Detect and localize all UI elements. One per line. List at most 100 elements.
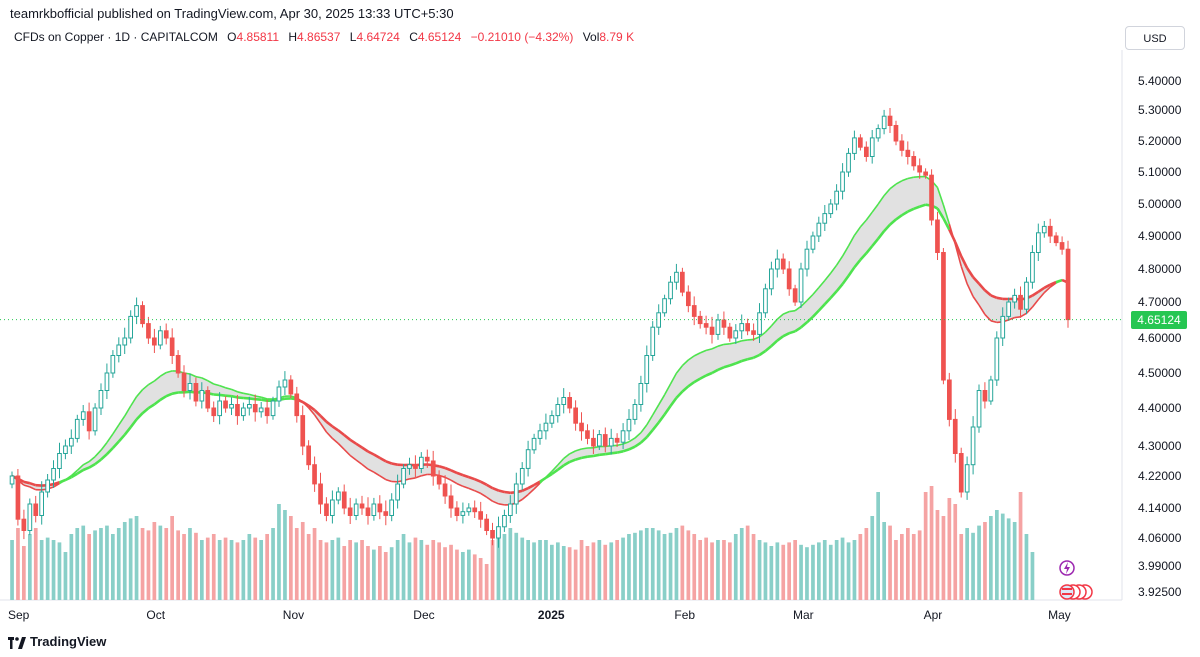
volume-bar xyxy=(33,528,38,600)
slow-ma-segment xyxy=(527,483,535,490)
volume-bar xyxy=(152,522,157,600)
volume-bar xyxy=(1024,534,1029,600)
volume-bar xyxy=(567,547,572,600)
fast-ma-segment xyxy=(112,424,120,435)
volume-bar xyxy=(283,510,287,600)
candle-body xyxy=(899,140,905,151)
slow-ma-segment xyxy=(249,397,256,401)
fast-ma-segment xyxy=(349,454,357,461)
volume-bar xyxy=(372,549,376,600)
currency-button[interactable]: USD xyxy=(1125,26,1185,50)
last-price-tag: 4.65124 xyxy=(1131,311,1187,329)
candle-body xyxy=(181,372,187,391)
slow-ma-segment xyxy=(492,486,499,492)
volume-bar xyxy=(229,540,234,600)
slow-ma-segment xyxy=(504,490,511,495)
candle-body xyxy=(828,203,834,215)
slow-ma-segment xyxy=(990,294,998,300)
volume-bar xyxy=(550,544,554,600)
volume-bar xyxy=(164,528,169,600)
slow-ma-segment xyxy=(954,241,963,257)
candle-body xyxy=(923,171,928,176)
volume-bar xyxy=(105,525,109,600)
slow-ma-segment xyxy=(794,326,802,333)
candle-body xyxy=(804,248,810,270)
time-axis[interactable]: Sep Oct Nov Dec 2025 Feb Mar Apr May xyxy=(8,608,1071,622)
candle-body xyxy=(585,430,590,439)
event-icons[interactable] xyxy=(1059,560,1093,600)
candle-body xyxy=(988,379,994,402)
volume-bar xyxy=(585,546,590,600)
price-axis[interactable]: 5.40000 5.30000 5.20000 5.10000 5.00000 4.900… xyxy=(1138,74,1182,599)
volume-bar xyxy=(122,522,127,600)
slow-ma-segment xyxy=(776,335,784,342)
candle-body xyxy=(864,146,869,157)
fast-ma-segment xyxy=(480,492,488,498)
slow-ma-segment xyxy=(770,339,779,347)
tradingview-brand[interactable]: TradingView xyxy=(8,634,106,649)
candle-body xyxy=(691,305,697,317)
fast-ma-segment xyxy=(972,296,980,306)
volume-bar xyxy=(348,540,352,600)
fast-ma-segment xyxy=(669,372,678,385)
volume-bar xyxy=(158,525,163,600)
fast-ma-segment xyxy=(711,345,719,350)
fast-ma-segment xyxy=(307,407,316,416)
volume-bar xyxy=(639,530,643,600)
volume-bar xyxy=(205,537,210,600)
fast-ma-segment xyxy=(978,304,986,315)
slow-ma-segment xyxy=(936,207,945,219)
volume-bar xyxy=(704,537,708,600)
slow-ma-segment xyxy=(817,303,826,312)
volume-bar xyxy=(478,558,483,600)
fast-ma-segment xyxy=(729,341,736,345)
candle-body xyxy=(632,404,638,420)
fast-ma-segment xyxy=(82,460,90,466)
slow-ma-segment xyxy=(735,359,743,365)
plot-area[interactable] xyxy=(0,50,1122,600)
time-tick-label: Nov xyxy=(283,608,304,622)
candle-body xyxy=(543,422,549,432)
volume-bar xyxy=(828,544,833,600)
candle-body xyxy=(952,418,958,454)
volume-bar xyxy=(1030,552,1035,600)
volume-bar xyxy=(57,542,62,600)
fast-ma-segment xyxy=(159,371,167,377)
candle-body xyxy=(644,355,650,384)
slow-ma-segment xyxy=(539,476,547,483)
fast-ma-segment xyxy=(492,500,499,505)
volume-bar xyxy=(265,534,269,600)
symbol-legend: CFDs on Copper · 1D · CAPITALCOM O4.8581… xyxy=(14,30,634,44)
slow-ma-segment xyxy=(385,460,393,465)
volume-bar xyxy=(923,492,928,600)
candle-body xyxy=(786,268,792,290)
candle-body xyxy=(626,418,632,432)
slow-ma-segment xyxy=(563,460,571,467)
symbol-title[interactable]: CFDs on Copper · 1D · CAPITALCOM xyxy=(14,30,218,44)
fast-ma-segment xyxy=(130,396,138,407)
candle-body xyxy=(484,518,489,532)
fast-ma-segment xyxy=(141,384,149,391)
fast-ma-segment xyxy=(865,211,873,221)
fast-ma-segment xyxy=(521,493,529,501)
candle-body xyxy=(187,383,193,391)
slow-ma-segment xyxy=(788,330,796,335)
fast-ma-segment xyxy=(367,468,375,473)
volume-bar xyxy=(378,546,382,600)
candle-body xyxy=(158,330,163,346)
volume-bar xyxy=(597,540,602,600)
volume-bar xyxy=(342,546,347,600)
slow-ma-segment xyxy=(942,217,951,231)
us-flag-event-icon[interactable] xyxy=(1059,584,1075,600)
slow-ma-segment xyxy=(450,469,458,475)
slow-ma-segment xyxy=(337,429,345,437)
volume-bar xyxy=(840,537,845,600)
slow-ma-segment xyxy=(557,464,565,471)
slow-ma-segment xyxy=(758,349,767,357)
candle-body xyxy=(1053,235,1059,244)
volume-bar xyxy=(686,530,691,600)
fast-ma-segment xyxy=(23,484,31,488)
volume-bar xyxy=(852,540,857,600)
slow-ma-segment xyxy=(859,252,868,261)
